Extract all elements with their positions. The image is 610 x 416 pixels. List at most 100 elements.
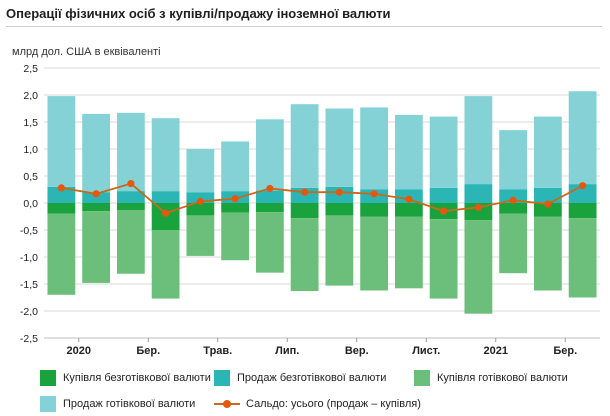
legend-swatch-cash-purchase	[414, 370, 430, 386]
legend-item-cashless-purchase: Купівля безготівкової валюти	[40, 370, 211, 386]
x-tick-label: Бер.	[136, 345, 160, 357]
bar-cash-purchase	[82, 211, 111, 283]
x-tick-label: Лист.	[412, 345, 440, 357]
y-tick-label: -2,5	[20, 333, 38, 345]
balance-point	[57, 184, 65, 192]
bar-cash-purchase	[394, 216, 423, 289]
title-divider	[6, 26, 602, 27]
bar-cashless-purchase	[47, 203, 76, 214]
bar-cash-sale	[394, 114, 423, 190]
y-tick-label: -2,0	[20, 306, 38, 318]
bar-cashless-purchase	[533, 203, 562, 217]
bar-cashless-sale	[151, 191, 180, 203]
bar-cashless-sale	[429, 187, 458, 203]
chart-title: Операції фізичних осіб з купівлі/продажу…	[6, 6, 391, 21]
bar-cash-sale	[290, 104, 319, 188]
bar-cashless-sale	[116, 191, 145, 203]
balance-point	[301, 188, 309, 196]
bar-cash-purchase	[47, 213, 76, 295]
balance-point	[162, 209, 170, 217]
bar-cash-sale	[429, 116, 458, 188]
bar-cash-sale	[116, 112, 145, 192]
bar-cashless-purchase	[394, 203, 423, 217]
legend-item-cashless-sale: Продаж безготівкової валюти	[214, 370, 386, 386]
bar-cash-sale	[568, 91, 597, 185]
bar-cash-sale	[47, 96, 76, 187]
balance-point	[196, 197, 204, 205]
y-tick-label: 1,0	[23, 144, 38, 156]
bar-cashless-sale	[255, 190, 284, 203]
bar-cashless-purchase	[290, 203, 319, 219]
bar-cash-sale	[325, 108, 354, 187]
bar-cash-purchase	[325, 215, 354, 286]
bar-cashless-purchase	[186, 203, 215, 216]
balance-point	[474, 203, 482, 211]
bar-cashless-purchase	[360, 203, 389, 217]
legend-swatch-cash-sale	[40, 396, 56, 412]
bar-cash-purchase	[533, 216, 562, 291]
y-tick-label: -0,5	[20, 225, 38, 237]
bar-cashless-purchase	[116, 203, 145, 211]
bar-cashless-purchase	[82, 203, 111, 212]
legend-item-cash-sale: Продаж готівкової валюти	[40, 396, 195, 412]
bar-cashless-sale	[47, 186, 76, 203]
bar-cashless-purchase	[221, 203, 250, 213]
balance-line	[61, 182, 584, 215]
bar-cash-sale	[255, 119, 284, 191]
bar-cash-purchase	[464, 220, 493, 314]
bar-cashless-purchase	[499, 203, 528, 214]
balance-point	[231, 195, 239, 203]
bar-cashless-purchase	[325, 203, 354, 216]
y-tick-label: 2,5	[23, 63, 38, 75]
legend-label-cashless-sale: Продаж безготівкової валюти	[237, 372, 387, 384]
bar-cash-purchase	[186, 215, 215, 256]
bar-cashless-sale	[499, 189, 528, 203]
bar-cash-purchase	[360, 216, 389, 291]
x-tick-label: 2021	[484, 345, 508, 357]
balance-point	[127, 179, 135, 188]
y-tick-label: -1,5	[20, 279, 38, 291]
balance-point	[544, 200, 552, 208]
legend-item-balance: Сальдо: усього (продаж – купівля)	[214, 396, 421, 412]
x-tick-label: 2020	[67, 345, 91, 357]
balance-point	[335, 188, 343, 196]
bar-cash-purchase	[116, 210, 145, 274]
y-tick-label: 0,5	[23, 171, 38, 183]
x-tick-label: Бер.	[553, 345, 577, 357]
bar-cash-purchase	[568, 218, 597, 298]
bar-cash-sale	[186, 149, 215, 193]
bar-cashless-sale	[82, 192, 111, 203]
bar-cash-purchase	[290, 218, 319, 292]
x-tick-label: Трав.	[203, 345, 232, 357]
balance-point	[92, 190, 100, 198]
legend-swatch-cashless-purchase	[40, 370, 56, 386]
bar-cash-sale	[82, 113, 111, 193]
bar-cash-purchase	[221, 212, 250, 261]
legend-label-cashless-purchase: Купівля безготівкової валюти	[63, 372, 211, 384]
x-tick-label: Лип.	[275, 345, 299, 357]
balance-point	[266, 184, 274, 193]
y-tick-label: 1,5	[23, 117, 38, 129]
bar-cash-purchase	[499, 213, 528, 274]
bar-cash-purchase	[429, 219, 458, 299]
x-tick-label: Вер.	[345, 345, 369, 357]
bar-cash-sale	[464, 96, 493, 185]
bar-cashless-sale	[533, 187, 562, 203]
balance-point	[370, 190, 378, 198]
bar-cash-purchase	[151, 230, 180, 299]
balance-point	[440, 207, 448, 215]
y-axis-label: млрд дол. США в еквіваленті	[12, 46, 161, 58]
bar-cash-purchase	[255, 212, 284, 273]
y-tick-label: 2,0	[23, 90, 38, 102]
bar-cash-sale	[151, 118, 180, 192]
legend-label-cash-purchase: Купівля готівкової валюти	[437, 372, 568, 384]
legend-label-cash-sale: Продаж готівкової валюти	[63, 398, 196, 410]
bar-cash-sale	[533, 116, 562, 188]
bar-cashless-sale	[186, 192, 215, 203]
bar-cashless-purchase	[255, 203, 284, 213]
bar-cashless-purchase	[568, 203, 597, 219]
balance-point	[405, 195, 413, 203]
bar-cash-sale	[221, 141, 250, 192]
legend-swatch-balance	[214, 396, 240, 412]
